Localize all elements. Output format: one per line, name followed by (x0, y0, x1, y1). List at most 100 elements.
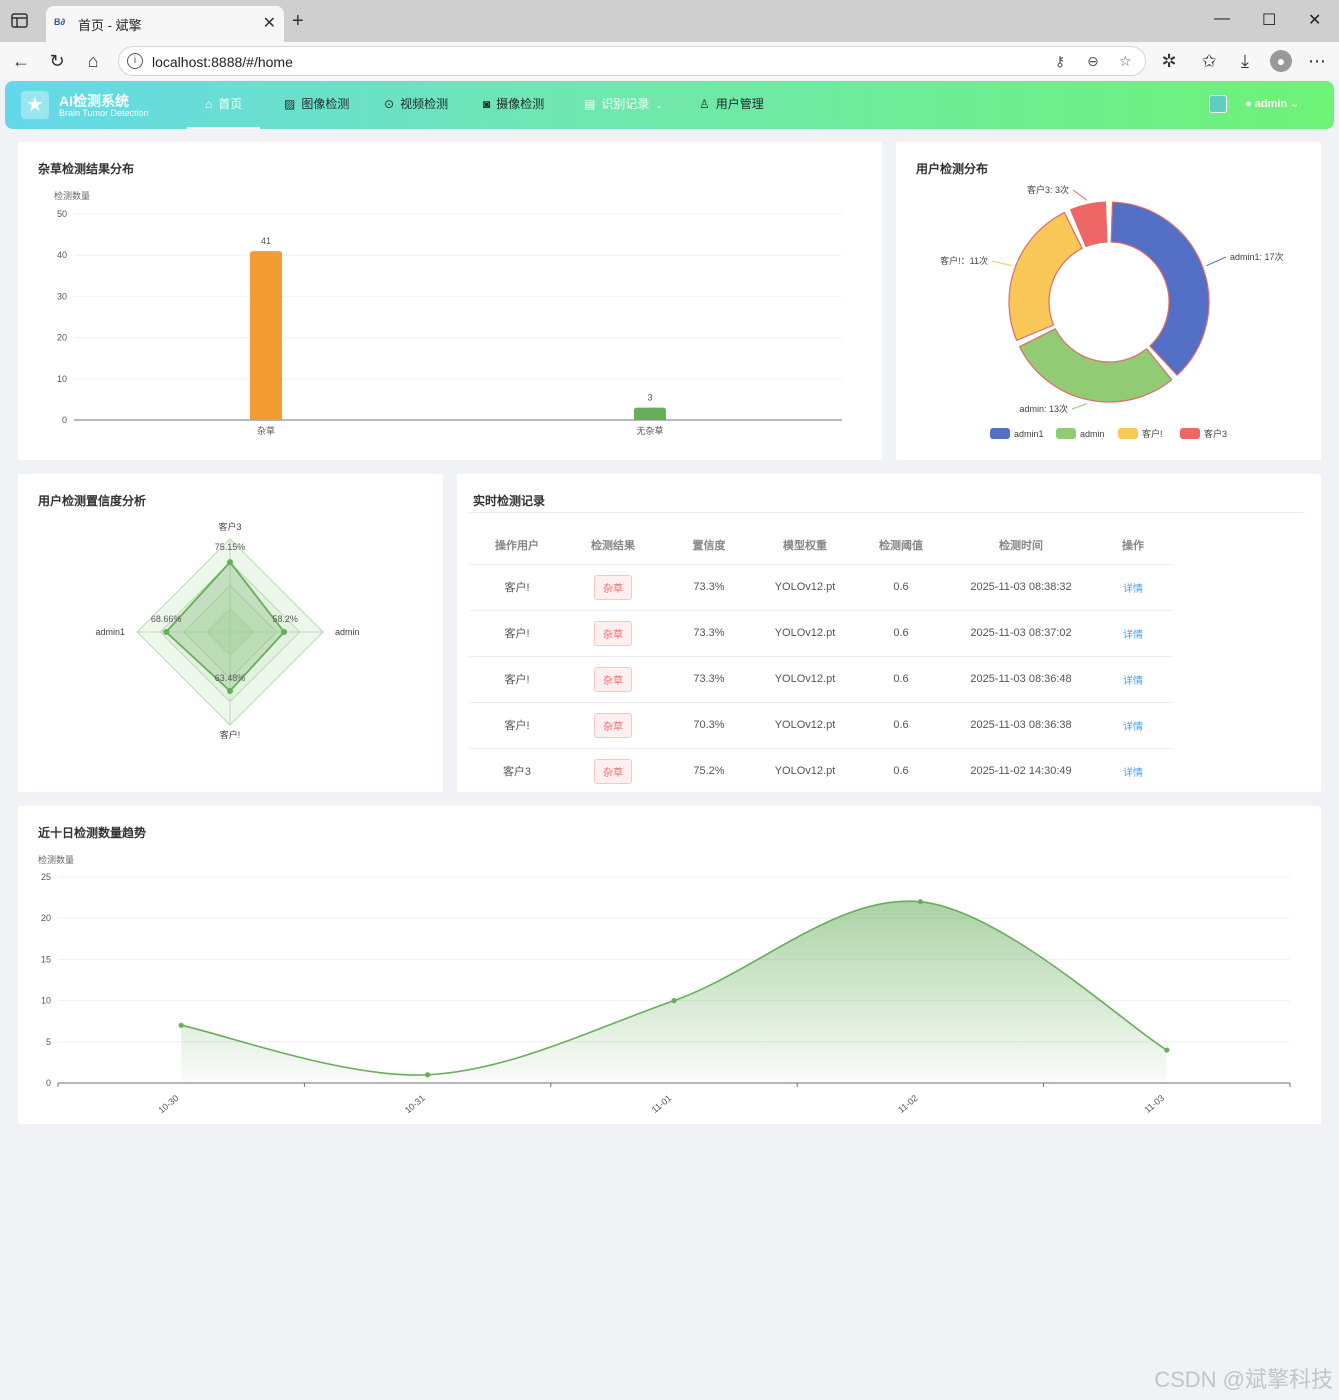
profile-avatar[interactable]: ● (1270, 50, 1292, 72)
minimize-button[interactable]: — (1214, 10, 1230, 27)
legend-label: admin1 (1014, 429, 1044, 439)
radar-value-label: 63.48% (215, 673, 246, 683)
legend-swatch (1180, 428, 1200, 439)
cell-threshold: 0.6 (853, 702, 949, 749)
url-input[interactable]: i localhost:8888/#/home ⚷ ⊖ ☆ (118, 46, 1146, 76)
cell-threshold: 0.6 (853, 656, 949, 703)
screen-icon[interactable] (1209, 95, 1227, 113)
nav-user-manage[interactable]: ♙ 用户管理 (699, 81, 764, 129)
refresh-icon[interactable]: ↻ (49, 51, 65, 71)
y-axis-label: 检测数量 (54, 190, 90, 201)
nav-image-label: 图像检测 (301, 97, 350, 111)
line-chart-title: 近十日检测数量趋势 (38, 826, 147, 840)
legend-label: 客户! (1142, 428, 1163, 439)
detail-link[interactable]: 详情 (1123, 721, 1143, 733)
new-tab-button[interactable]: + (292, 10, 304, 32)
col-result: 检测结果 (565, 526, 661, 565)
pie-label: admin1: 17次 (1230, 251, 1284, 262)
x-tick-label: 无杂草 (636, 425, 663, 436)
radar-point (163, 629, 170, 635)
nav-camera-label: 摄像检测 (496, 97, 545, 111)
address-bar: ← ↻ ⌂ i localhost:8888/#/home ⚷ ⊖ ☆ ✲ ✩ … (0, 42, 1339, 80)
detail-link[interactable]: 详情 (1123, 583, 1143, 595)
cell-model: YOLOv12.pt (757, 748, 853, 792)
more-icon[interactable]: ⋯ (1308, 51, 1326, 71)
records-table-card: 实时检测记录 操作用户 检测结果 置信度 模型权重 检测阈值 检测时间 操作 客… (457, 474, 1321, 792)
result-tag: 杂草 (594, 666, 632, 692)
x-tick-label: 10-30 (156, 1093, 180, 1115)
cell-time: 2025-11-02 14:30:49 (949, 748, 1093, 792)
nav-image-detect[interactable]: ▨ 图像检测 (284, 81, 349, 129)
key-icon[interactable]: ⚷ (1055, 53, 1066, 69)
favorites-icon[interactable]: ✩ (1201, 51, 1217, 71)
bar (250, 251, 282, 420)
cell-result: 杂草 (565, 748, 661, 792)
y-tick-label: 40 (57, 250, 67, 260)
data-point (671, 998, 677, 1004)
user-menu[interactable]: ● admin ⌄ (1245, 97, 1299, 110)
legend-swatch (1056, 428, 1076, 439)
data-point (917, 899, 924, 905)
home-icon[interactable]: ⌂ (87, 51, 99, 71)
nav-home-label: 首页 (218, 97, 243, 111)
table-header-row: 操作用户 检测结果 置信度 模型权重 检测阈值 检测时间 操作 (469, 526, 1173, 565)
camera-icon: ◙ (483, 97, 491, 111)
x-tick-label: 11-01 (650, 1093, 674, 1115)
cell-time: 2025-11-03 08:37:02 (949, 610, 1093, 657)
bar-value-label: 3 (647, 393, 652, 403)
legend-label: 客户3 (1204, 428, 1227, 439)
extensions-icon[interactable]: ✲ (1161, 51, 1177, 71)
legend-swatch (1118, 428, 1138, 439)
title-divider (469, 512, 1305, 513)
y-tick-label: 0 (62, 415, 67, 425)
zoom-icon[interactable]: ⊖ (1087, 53, 1099, 69)
y-tick-label: 30 (57, 291, 67, 301)
detail-link[interactable]: 详情 (1123, 629, 1143, 641)
cell-model: YOLOv12.pt (757, 610, 853, 657)
nav-home[interactable]: ⌂ 首页 (187, 81, 261, 129)
maximize-button[interactable]: ☐ (1262, 12, 1277, 29)
close-tab-icon[interactable]: ✕ (262, 15, 276, 32)
detail-link[interactable]: 详情 (1123, 675, 1143, 687)
legend-swatch (990, 428, 1010, 439)
chevron-down-icon: ⌄ (655, 100, 663, 110)
table-row: 客户! 杂草 73.3% YOLOv12.pt 0.6 2025-11-03 0… (469, 656, 1173, 703)
cell-user: 客户! (469, 610, 565, 657)
y-tick-label: 5 (46, 1037, 51, 1047)
nav-records[interactable]: ▤ 识别记录 ⌄ (584, 81, 663, 129)
data-point (1164, 1047, 1170, 1053)
pie-label-line (1071, 403, 1088, 410)
x-tick-label: 11-02 (896, 1093, 920, 1115)
download-icon[interactable]: ⤓ (1241, 51, 1249, 71)
cell-user: 客户! (469, 564, 565, 611)
cell-result: 杂草 (565, 564, 661, 611)
radar-value-label: 75.15% (215, 542, 246, 552)
line-chart: 检测数量 0 5 10 15 20 25 10-30 10-31 11-01 11-02 11-03 (38, 854, 1291, 1115)
line-chart-card: 近十日检测数量趋势 检测数量 0 5 10 15 20 25 10-30 10-31 11-01 1… (18, 806, 1321, 1124)
cell-result: 杂草 (565, 702, 661, 749)
cell-action: 详情 (1093, 656, 1173, 703)
pie-label-line (1072, 189, 1088, 201)
pie-slice (1008, 211, 1083, 341)
bar-value-label: 41 (261, 236, 271, 246)
close-window-button[interactable]: ✕ (1308, 12, 1322, 29)
cell-action: 详情 (1093, 564, 1173, 611)
site-info-icon[interactable]: i (127, 53, 143, 69)
detail-link[interactable]: 详情 (1123, 767, 1143, 779)
cell-action: 详情 (1093, 702, 1173, 749)
result-tag: 杂草 (594, 758, 632, 784)
back-icon[interactable]: ← (12, 51, 30, 71)
legend-label: admin (1080, 429, 1105, 439)
records-table-title: 实时检测记录 (473, 494, 546, 508)
radar-point (227, 559, 233, 566)
url-text: localhost:8888/#/home (152, 54, 293, 70)
browser-tab[interactable]: B∂ 首页 - 斌擎 ✕ (46, 6, 284, 42)
col-action: 操作 (1093, 526, 1173, 565)
cell-result: 杂草 (565, 656, 661, 703)
favorite-star-icon[interactable]: ☆ (1119, 53, 1132, 69)
nav-camera-detect[interactable]: ◙ 摄像检测 (483, 81, 544, 129)
tab-actions-icon[interactable] (10, 12, 30, 30)
logo-subtitle: Brain Tumor Detection (59, 108, 149, 118)
nav-video-detect[interactable]: ⊙ 视频检测 (384, 81, 448, 129)
cell-threshold: 0.6 (853, 564, 949, 611)
